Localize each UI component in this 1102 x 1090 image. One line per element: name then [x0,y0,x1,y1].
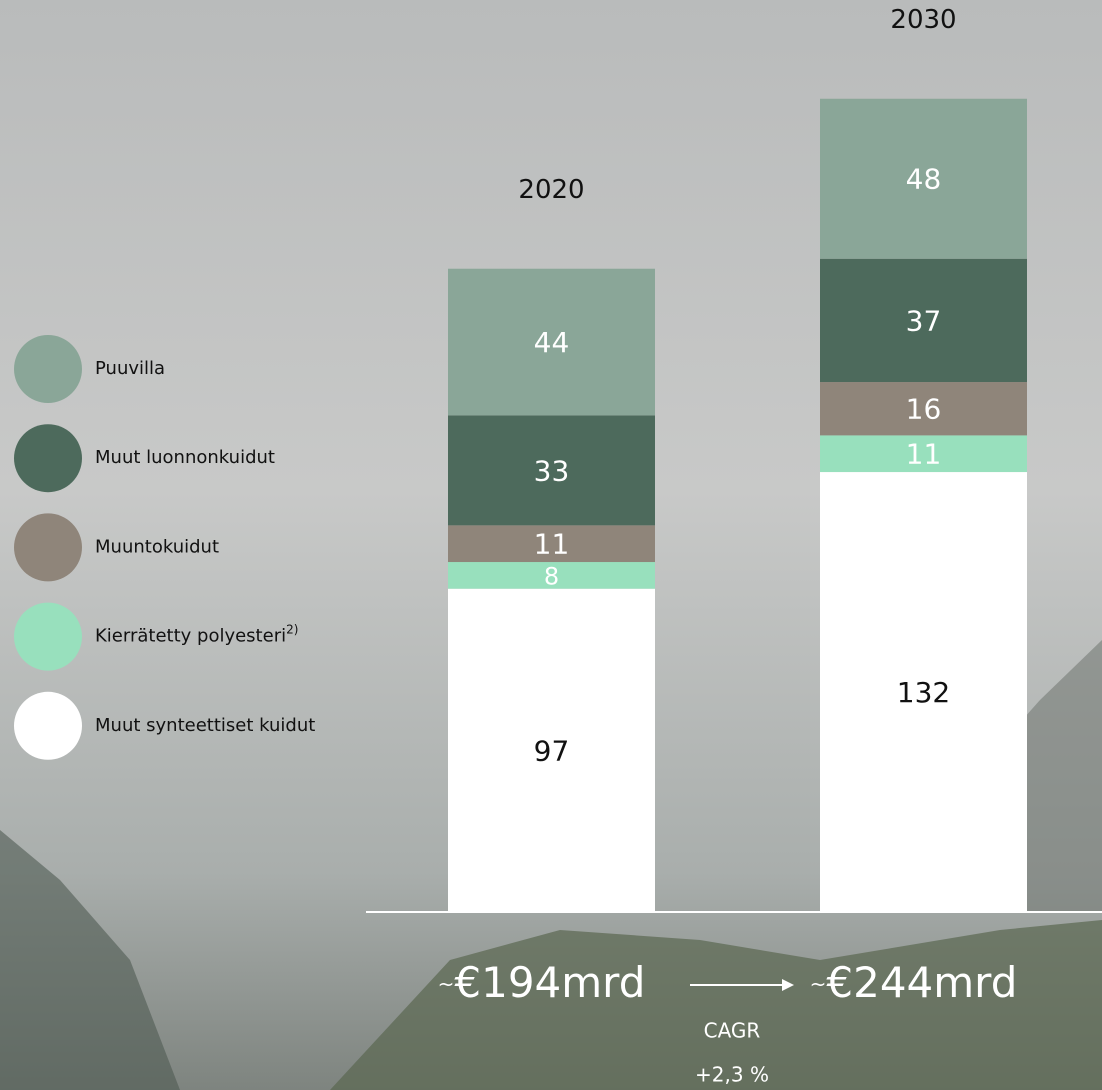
total-label: ~€194mrd [438,958,646,1007]
bar-segment [448,525,655,563]
mountain [0,830,180,1090]
legend-label: Muuntokuidut [95,536,219,557]
value-label: 132 [897,676,950,709]
value-label: 48 [906,163,942,196]
value-label: 44 [534,326,570,359]
bar-segment [820,98,1027,259]
legend-swatch [14,424,82,493]
value-label: 8 [544,562,559,590]
bar-segment [448,562,655,589]
legend-swatch [14,335,82,403]
bar-segment [448,268,655,416]
value-label: 37 [906,304,942,337]
value-label: 11 [906,438,942,471]
bar-segment [820,258,1027,383]
legend-label: Kierrätetty polyesteri2) [95,622,298,647]
growth-label: CAGR [704,1019,761,1043]
category-label: 2020 [518,175,584,205]
legend-name: Muuntokuidut [95,536,219,557]
total-value: €194mrd [454,958,645,1007]
total-label: ~€244mrd [810,958,1018,1007]
legend-label: Muut luonnonkuidut [95,447,275,468]
arrow-head [782,979,794,991]
legend-label: Muut synteettiset kuidut [95,715,315,736]
legend-footnote: 2) [286,622,298,636]
growth-value: +2,3 % [695,1063,769,1087]
legend-name: Puuvilla [95,358,165,379]
legend-label: Puuvilla [95,358,165,379]
legend-name: Muut synteettiset kuidut [95,715,315,736]
legend-name: Muut luonnonkuidut [95,447,275,468]
bar-segment [820,435,1027,473]
category-label: 2030 [890,5,956,35]
bar-segment [448,588,655,912]
value-label: 33 [534,454,570,487]
value-label: 97 [534,734,570,767]
value-label: 11 [534,528,570,561]
legend-swatch [14,602,82,671]
bar-segment [448,415,655,526]
value-label: 16 [906,393,942,426]
legend-swatch [14,513,82,582]
bar-segment [820,382,1027,436]
legend-swatch [14,691,82,760]
hill [330,920,1102,1090]
legend-name: Kierrätetty polyesteri [95,626,286,647]
total-value: €244mrd [826,958,1017,1007]
total-prefix: ~ [810,972,827,996]
total-prefix: ~ [438,972,455,996]
bar-segment [820,472,1027,912]
